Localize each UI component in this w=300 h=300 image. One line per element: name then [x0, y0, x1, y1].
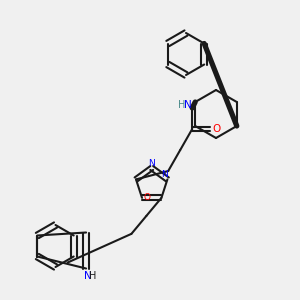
Text: O: O [212, 124, 220, 134]
Text: H: H [178, 100, 185, 110]
Text: N: N [184, 100, 192, 110]
Text: N: N [84, 271, 92, 281]
Text: O: O [143, 193, 150, 202]
Text: N: N [148, 159, 155, 168]
Text: H: H [89, 271, 96, 281]
Text: N: N [161, 170, 168, 179]
